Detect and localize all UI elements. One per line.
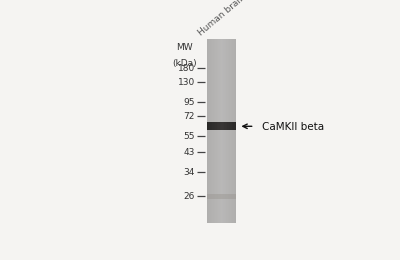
- Bar: [210, 122, 211, 130]
- Bar: [222, 39, 223, 223]
- Bar: [211, 39, 212, 223]
- Text: Human brain: Human brain: [197, 0, 248, 37]
- Text: MW: MW: [176, 43, 193, 52]
- Bar: [220, 39, 222, 223]
- Bar: [218, 39, 219, 223]
- Text: 180: 180: [178, 64, 195, 73]
- Bar: [225, 39, 226, 223]
- Text: 55: 55: [184, 132, 195, 141]
- Bar: [232, 39, 233, 223]
- Bar: [227, 122, 229, 130]
- Bar: [215, 122, 217, 130]
- Bar: [210, 39, 211, 223]
- Bar: [228, 39, 229, 223]
- Bar: [233, 122, 235, 130]
- Bar: [218, 39, 219, 223]
- Bar: [213, 39, 214, 223]
- Bar: [216, 39, 217, 223]
- Bar: [221, 122, 223, 130]
- Text: CaMKII beta: CaMKII beta: [262, 122, 324, 132]
- Bar: [230, 39, 231, 223]
- Bar: [206, 39, 208, 223]
- Text: 34: 34: [184, 168, 195, 177]
- Bar: [234, 39, 235, 223]
- Bar: [235, 39, 236, 223]
- Text: 26: 26: [184, 192, 195, 201]
- Bar: [212, 39, 214, 223]
- Bar: [211, 122, 213, 130]
- Text: 43: 43: [184, 148, 195, 157]
- Bar: [226, 39, 228, 223]
- Bar: [217, 122, 219, 130]
- Bar: [209, 39, 210, 223]
- Bar: [217, 39, 218, 223]
- Bar: [226, 122, 228, 130]
- Bar: [233, 39, 234, 223]
- Bar: [231, 39, 232, 223]
- Text: 95: 95: [184, 98, 195, 107]
- Text: (kDa): (kDa): [172, 59, 197, 68]
- Bar: [227, 39, 228, 223]
- Bar: [214, 39, 215, 223]
- Bar: [215, 39, 216, 223]
- Bar: [215, 39, 216, 223]
- Bar: [226, 39, 227, 223]
- Bar: [234, 122, 236, 130]
- Bar: [218, 122, 220, 130]
- Bar: [220, 39, 221, 223]
- Bar: [224, 39, 225, 223]
- Bar: [224, 122, 226, 130]
- Bar: [208, 122, 210, 130]
- Bar: [212, 39, 213, 223]
- Bar: [229, 122, 230, 130]
- Bar: [229, 39, 230, 223]
- Bar: [232, 39, 233, 223]
- Bar: [223, 39, 224, 223]
- Bar: [221, 39, 222, 223]
- Bar: [208, 39, 209, 223]
- Bar: [223, 122, 224, 130]
- Bar: [229, 39, 230, 223]
- Text: 72: 72: [184, 112, 195, 121]
- Bar: [232, 122, 233, 130]
- Bar: [212, 122, 214, 130]
- Bar: [206, 122, 208, 130]
- Bar: [214, 122, 216, 130]
- Bar: [219, 39, 220, 223]
- Text: 130: 130: [178, 78, 195, 87]
- Bar: [207, 39, 208, 223]
- Bar: [220, 122, 222, 130]
- Bar: [234, 39, 236, 223]
- Bar: [206, 194, 236, 199]
- Bar: [230, 122, 232, 130]
